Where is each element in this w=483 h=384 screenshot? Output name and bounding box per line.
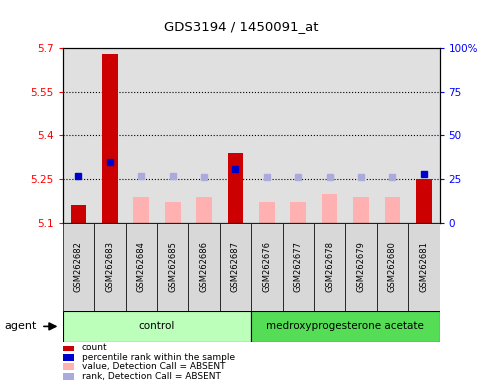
Text: GSM262678: GSM262678 — [325, 242, 334, 292]
Bar — [283, 223, 314, 311]
Text: GSM262679: GSM262679 — [356, 242, 366, 292]
Bar — [165, 202, 181, 223]
Bar — [408, 223, 440, 311]
Text: GSM262684: GSM262684 — [137, 242, 146, 292]
Bar — [133, 197, 149, 223]
Bar — [220, 223, 251, 311]
Bar — [384, 197, 400, 223]
Bar — [94, 223, 126, 311]
Bar — [63, 373, 74, 380]
Text: GSM262682: GSM262682 — [74, 242, 83, 292]
Text: value, Detection Call = ABSENT: value, Detection Call = ABSENT — [82, 362, 225, 371]
Bar — [71, 205, 86, 223]
Bar — [63, 363, 74, 370]
Bar — [157, 223, 188, 311]
Text: GSM262681: GSM262681 — [419, 242, 428, 292]
Bar — [314, 223, 345, 311]
Bar — [63, 223, 94, 311]
Text: GSM262687: GSM262687 — [231, 242, 240, 292]
Text: GSM262676: GSM262676 — [262, 242, 271, 292]
Bar — [63, 311, 251, 342]
Bar — [188, 223, 220, 311]
Text: GSM262680: GSM262680 — [388, 242, 397, 292]
Text: GSM262685: GSM262685 — [168, 242, 177, 292]
Text: GDS3194 / 1450091_at: GDS3194 / 1450091_at — [164, 20, 319, 33]
Text: agent: agent — [5, 321, 37, 331]
Bar — [353, 197, 369, 223]
Bar — [251, 311, 440, 342]
Bar — [196, 197, 212, 223]
Text: GSM262686: GSM262686 — [199, 242, 209, 292]
Bar — [345, 223, 377, 311]
Text: medroxyprogesterone acetate: medroxyprogesterone acetate — [267, 321, 424, 331]
Bar — [416, 179, 432, 223]
Bar — [251, 223, 283, 311]
Bar — [63, 344, 74, 351]
Bar — [227, 153, 243, 223]
Bar — [290, 202, 306, 223]
Bar — [126, 223, 157, 311]
Text: rank, Detection Call = ABSENT: rank, Detection Call = ABSENT — [82, 372, 221, 381]
Bar — [259, 202, 275, 223]
Bar — [102, 54, 118, 223]
Text: GSM262683: GSM262683 — [105, 242, 114, 292]
Bar — [63, 354, 74, 361]
Text: GSM262677: GSM262677 — [294, 242, 303, 292]
Text: count: count — [82, 343, 107, 352]
Text: percentile rank within the sample: percentile rank within the sample — [82, 353, 235, 362]
Text: control: control — [139, 321, 175, 331]
Bar — [322, 194, 338, 223]
Bar — [377, 223, 408, 311]
